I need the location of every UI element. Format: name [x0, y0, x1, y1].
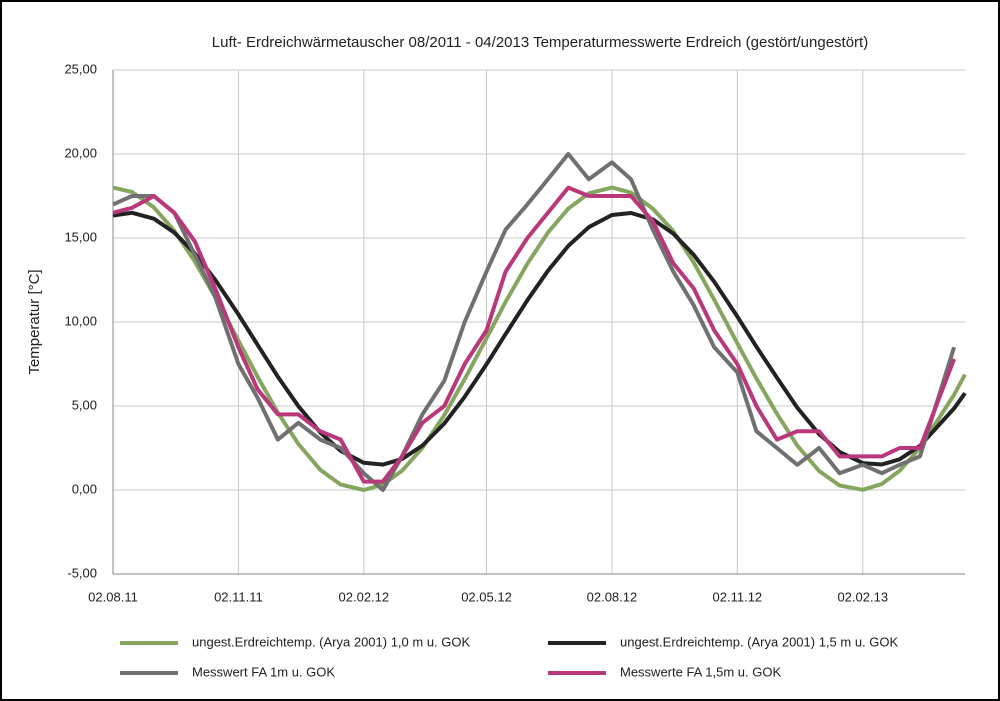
series-line [112, 185, 956, 484]
legend-label: Messwert FA 1m u. GOK [192, 664, 335, 679]
y-tick-label: 25,00 [64, 61, 97, 76]
x-tick-label: 02.02.13 [837, 589, 888, 604]
series-line [112, 185, 967, 492]
y-tick-label: -5,00 [67, 565, 97, 580]
y-tick-label: 10,00 [64, 313, 97, 328]
legend-label: ungest.Erdreichtemp. (Arya 2001) 1,0 m u… [192, 634, 471, 649]
series-line [112, 152, 957, 492]
y-tick-label: 15,00 [64, 229, 97, 244]
legend-label: ungest.Erdreichtemp. (Arya 2001) 1,5 m u… [620, 634, 899, 649]
x-tick-label: 02.02.12 [339, 589, 390, 604]
y-tick-label: 5,00 [72, 397, 97, 412]
x-tick-label: 02.11.11 [214, 589, 263, 604]
y-axis-label: Temperatur [°C] [26, 269, 43, 374]
x-tick-label: 02.11.12 [713, 589, 763, 604]
y-tick-label: 20,00 [64, 145, 97, 160]
x-tick-label: 02.08.12 [587, 589, 638, 604]
x-tick-label: 02.05.12 [461, 589, 512, 604]
x-tick-label: 02.08.11 [88, 589, 138, 604]
legend-label: Messwerte FA 1,5m u. GOK [620, 664, 781, 679]
chart-title: Luft- Erdreichwärmetauscher 08/2011 - 04… [212, 34, 868, 51]
y-tick-label: 0,00 [72, 481, 97, 496]
